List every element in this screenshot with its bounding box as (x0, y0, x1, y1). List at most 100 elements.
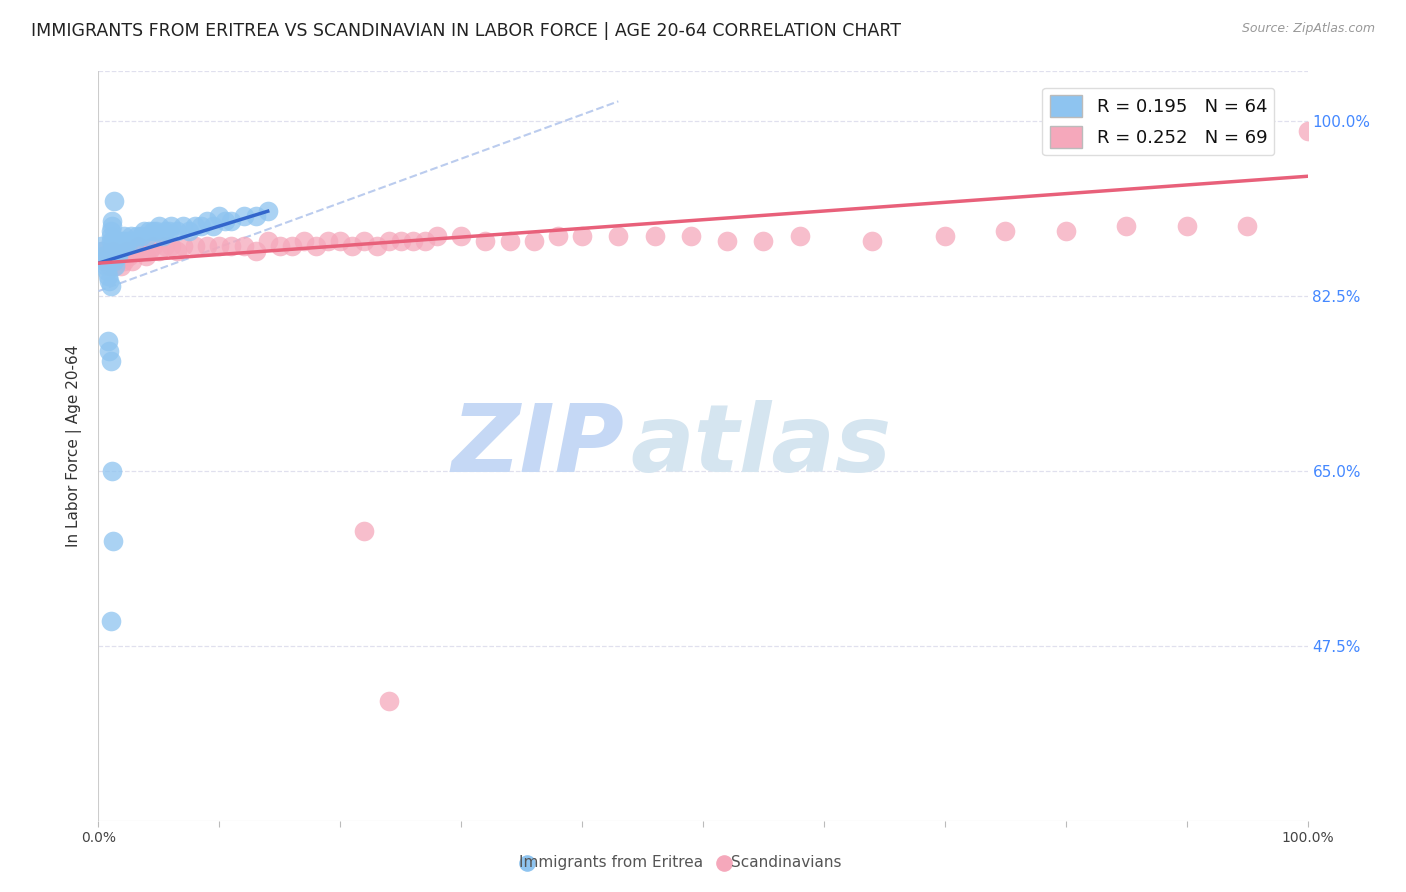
Point (789, 229, 811, 244)
Point (135, 229, 157, 244)
Point (184, 239, 207, 253)
Point (96, 264, 118, 278)
Point (100, 464, 122, 478)
Point (103, 259, 125, 273)
Point (166, 244, 188, 259)
Point (179, 224, 201, 238)
Point (157, 224, 180, 238)
Point (135, 249, 157, 263)
Point (172, 219, 194, 234)
Point (100, 234, 122, 248)
Point (547, 229, 569, 244)
Point (98, 259, 121, 273)
Point (103, 254, 125, 268)
Point (160, 219, 183, 234)
Point (93, 249, 115, 263)
Point (148, 219, 170, 234)
Point (366, 239, 388, 253)
Text: Scandinavians: Scandinavians (731, 855, 842, 870)
Point (131, 244, 153, 259)
Point (100, 214, 122, 228)
Point (994, 224, 1017, 238)
Legend: R = 0.195   N = 64, R = 0.252   N = 69: R = 0.195 N = 64, R = 0.252 N = 69 (1042, 88, 1274, 155)
Text: Immigrants from Eritrea: Immigrants from Eritrea (519, 855, 703, 870)
Point (108, 249, 131, 263)
Point (498, 234, 520, 248)
Point (214, 214, 236, 228)
Point (93, 254, 115, 268)
Point (190, 219, 212, 234)
Point (474, 234, 496, 248)
Point (138, 244, 160, 259)
Point (377, 694, 399, 708)
Point (292, 234, 315, 248)
Point (713, 856, 735, 871)
Point (523, 234, 546, 248)
Point (153, 239, 176, 253)
Point (1054, 224, 1077, 238)
Text: ZIP: ZIP (451, 400, 624, 492)
Point (172, 239, 194, 253)
Point (101, 244, 124, 259)
Point (1236, 219, 1258, 234)
Point (100, 219, 122, 234)
Point (245, 209, 267, 223)
Point (127, 239, 149, 253)
Point (184, 219, 207, 234)
Point (91, 244, 114, 259)
Point (112, 229, 135, 244)
Point (221, 239, 243, 253)
Point (98, 344, 121, 359)
Point (110, 234, 132, 248)
Point (413, 234, 436, 248)
Point (256, 234, 278, 248)
Point (105, 254, 128, 268)
Point (208, 239, 231, 253)
Point (153, 224, 176, 238)
Point (100, 354, 122, 368)
Point (145, 224, 167, 238)
Point (100, 279, 122, 293)
Point (138, 224, 160, 238)
Point (316, 234, 339, 248)
Point (103, 234, 125, 248)
Point (142, 239, 165, 253)
Point (305, 239, 328, 253)
Point (353, 234, 375, 248)
Point (129, 229, 152, 244)
Text: Source: ZipAtlas.com: Source: ZipAtlas.com (1241, 22, 1375, 36)
Point (208, 209, 231, 223)
Point (644, 229, 666, 244)
Point (97, 269, 120, 284)
Point (389, 234, 412, 248)
Point (571, 229, 593, 244)
Point (115, 244, 138, 259)
Point (112, 254, 135, 268)
Point (679, 229, 702, 244)
Point (100, 224, 122, 238)
Point (121, 254, 143, 268)
Point (160, 239, 183, 253)
Point (115, 234, 138, 248)
Point (91, 249, 114, 263)
Point (101, 533, 124, 548)
Point (329, 234, 352, 248)
Point (716, 234, 738, 248)
Point (450, 229, 472, 244)
Point (105, 244, 128, 259)
Point (108, 244, 131, 259)
Point (402, 234, 425, 248)
Point (111, 239, 134, 253)
Point (245, 244, 267, 259)
Point (94, 259, 117, 273)
Point (124, 244, 146, 259)
Point (1115, 219, 1137, 234)
Point (426, 229, 449, 244)
Point (353, 524, 375, 538)
Point (342, 239, 364, 253)
Point (97, 334, 120, 348)
Point (90, 239, 112, 253)
Text: IMMIGRANTS FROM ERITREA VS SCANDINAVIAN IN LABOR FORCE | AGE 20-64 CORRELATION C: IMMIGRANTS FROM ERITREA VS SCANDINAVIAN … (31, 22, 901, 40)
Point (142, 224, 165, 238)
Point (127, 229, 149, 244)
